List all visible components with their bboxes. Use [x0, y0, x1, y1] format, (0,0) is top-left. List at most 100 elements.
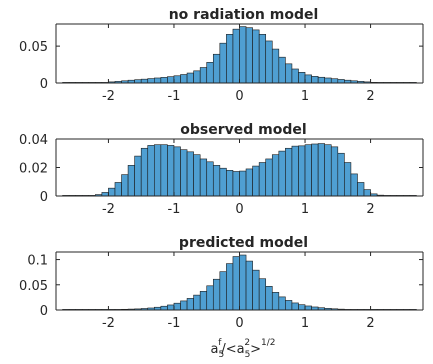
- bar: [134, 155, 142, 197]
- x-tick-label: 0: [235, 202, 243, 217]
- bar: [271, 154, 280, 197]
- bar: [252, 165, 260, 197]
- x-axis-label: a5f/<a52>1/2: [211, 338, 276, 359]
- x-tick-label: -1: [167, 89, 180, 104]
- bar: [206, 62, 214, 84]
- bar: [212, 165, 221, 197]
- bar: [258, 162, 267, 197]
- bar: [180, 300, 188, 311]
- bar: [324, 144, 332, 197]
- x-tick-label: 1: [301, 202, 309, 217]
- bar: [278, 56, 286, 84]
- bar: [258, 34, 267, 84]
- bar: [304, 144, 312, 197]
- bar: [311, 143, 319, 197]
- y-tick-label: 0.02: [19, 162, 48, 177]
- bar: [271, 292, 280, 311]
- bar: [193, 294, 201, 311]
- bar: [199, 67, 208, 84]
- bar: [239, 26, 247, 84]
- bar: [226, 34, 234, 84]
- bar: [186, 298, 194, 311]
- x-tick-label: -1: [167, 316, 180, 331]
- bar: [357, 182, 365, 197]
- x-tick-label: 1: [301, 89, 309, 104]
- bar: [101, 192, 109, 197]
- y-tick-label: 0.04: [19, 133, 48, 148]
- panels: -2 -1 0 1 2 0 0.05 no radiation model -2 -1 0 1 2 0 0.…: [19, 7, 424, 331]
- panel-3: -2 -1 0 1 2 0 0.05 0.1 predicted model: [19, 235, 424, 331]
- x-tick-label: 0: [235, 316, 243, 331]
- bar: [212, 278, 221, 311]
- bar: [180, 149, 188, 197]
- x-tick-label: -2: [102, 316, 115, 331]
- bar: [140, 78, 149, 84]
- bar: [199, 158, 208, 197]
- bar: [337, 152, 345, 197]
- bar: [121, 174, 129, 197]
- bar: [180, 74, 188, 84]
- bar: [226, 170, 234, 197]
- x-tick-label: 0: [235, 89, 243, 104]
- y-tick-label: 0: [40, 190, 48, 205]
- bar: [245, 260, 253, 311]
- bar: [271, 48, 280, 84]
- bar: [186, 151, 194, 197]
- bar: [258, 278, 267, 311]
- bar: [304, 305, 312, 311]
- bar: [167, 145, 175, 197]
- panel-2: -2 -1 0 1 2 0 0.02 0.04 observed model: [19, 122, 424, 217]
- y-tick-label: 0.05: [19, 279, 48, 294]
- bar: [291, 302, 299, 311]
- bar: [265, 158, 273, 197]
- x-tick-label: -1: [167, 202, 180, 217]
- bar: [173, 146, 181, 197]
- bar: [160, 77, 168, 84]
- bar: [350, 173, 358, 197]
- bar: [278, 296, 286, 311]
- y-tick-label: 0: [40, 304, 48, 319]
- bar: [140, 147, 149, 197]
- bar: [278, 150, 286, 197]
- bar: [304, 74, 312, 84]
- bar: [344, 162, 352, 197]
- bar: [147, 78, 155, 84]
- y-tick-label: 0.1: [27, 254, 48, 269]
- bar: [108, 187, 116, 197]
- bar: [206, 285, 214, 311]
- bar: [291, 68, 299, 84]
- bar: [147, 145, 155, 197]
- bar: [219, 167, 227, 197]
- bar: [245, 168, 253, 197]
- x-tick-label: 2: [366, 316, 374, 331]
- bar: [154, 77, 162, 84]
- bar: [317, 143, 325, 197]
- bar: [265, 285, 273, 311]
- bar: [232, 28, 240, 84]
- bar: [291, 145, 299, 197]
- bar: [160, 144, 168, 197]
- panel-title: predicted model: [179, 235, 308, 251]
- bar: [199, 291, 208, 311]
- x-tick-label: 2: [366, 202, 374, 217]
- bar: [193, 154, 201, 197]
- bar: [285, 147, 293, 197]
- bar: [154, 144, 162, 197]
- bar: [219, 42, 227, 84]
- bar: [232, 256, 240, 311]
- bar: [173, 302, 181, 311]
- panel-title: no radiation model: [169, 7, 319, 23]
- x-tick-label: -2: [102, 202, 115, 217]
- bar: [317, 76, 325, 84]
- bar: [252, 29, 260, 84]
- bar: [239, 170, 247, 197]
- bar: [285, 300, 293, 311]
- bar: [167, 304, 175, 311]
- panel-1: -2 -1 0 1 2 0 0.05 no radiation model: [19, 7, 424, 104]
- bar: [239, 254, 247, 311]
- bar: [232, 171, 240, 197]
- bar: [298, 304, 306, 311]
- bar: [127, 165, 135, 197]
